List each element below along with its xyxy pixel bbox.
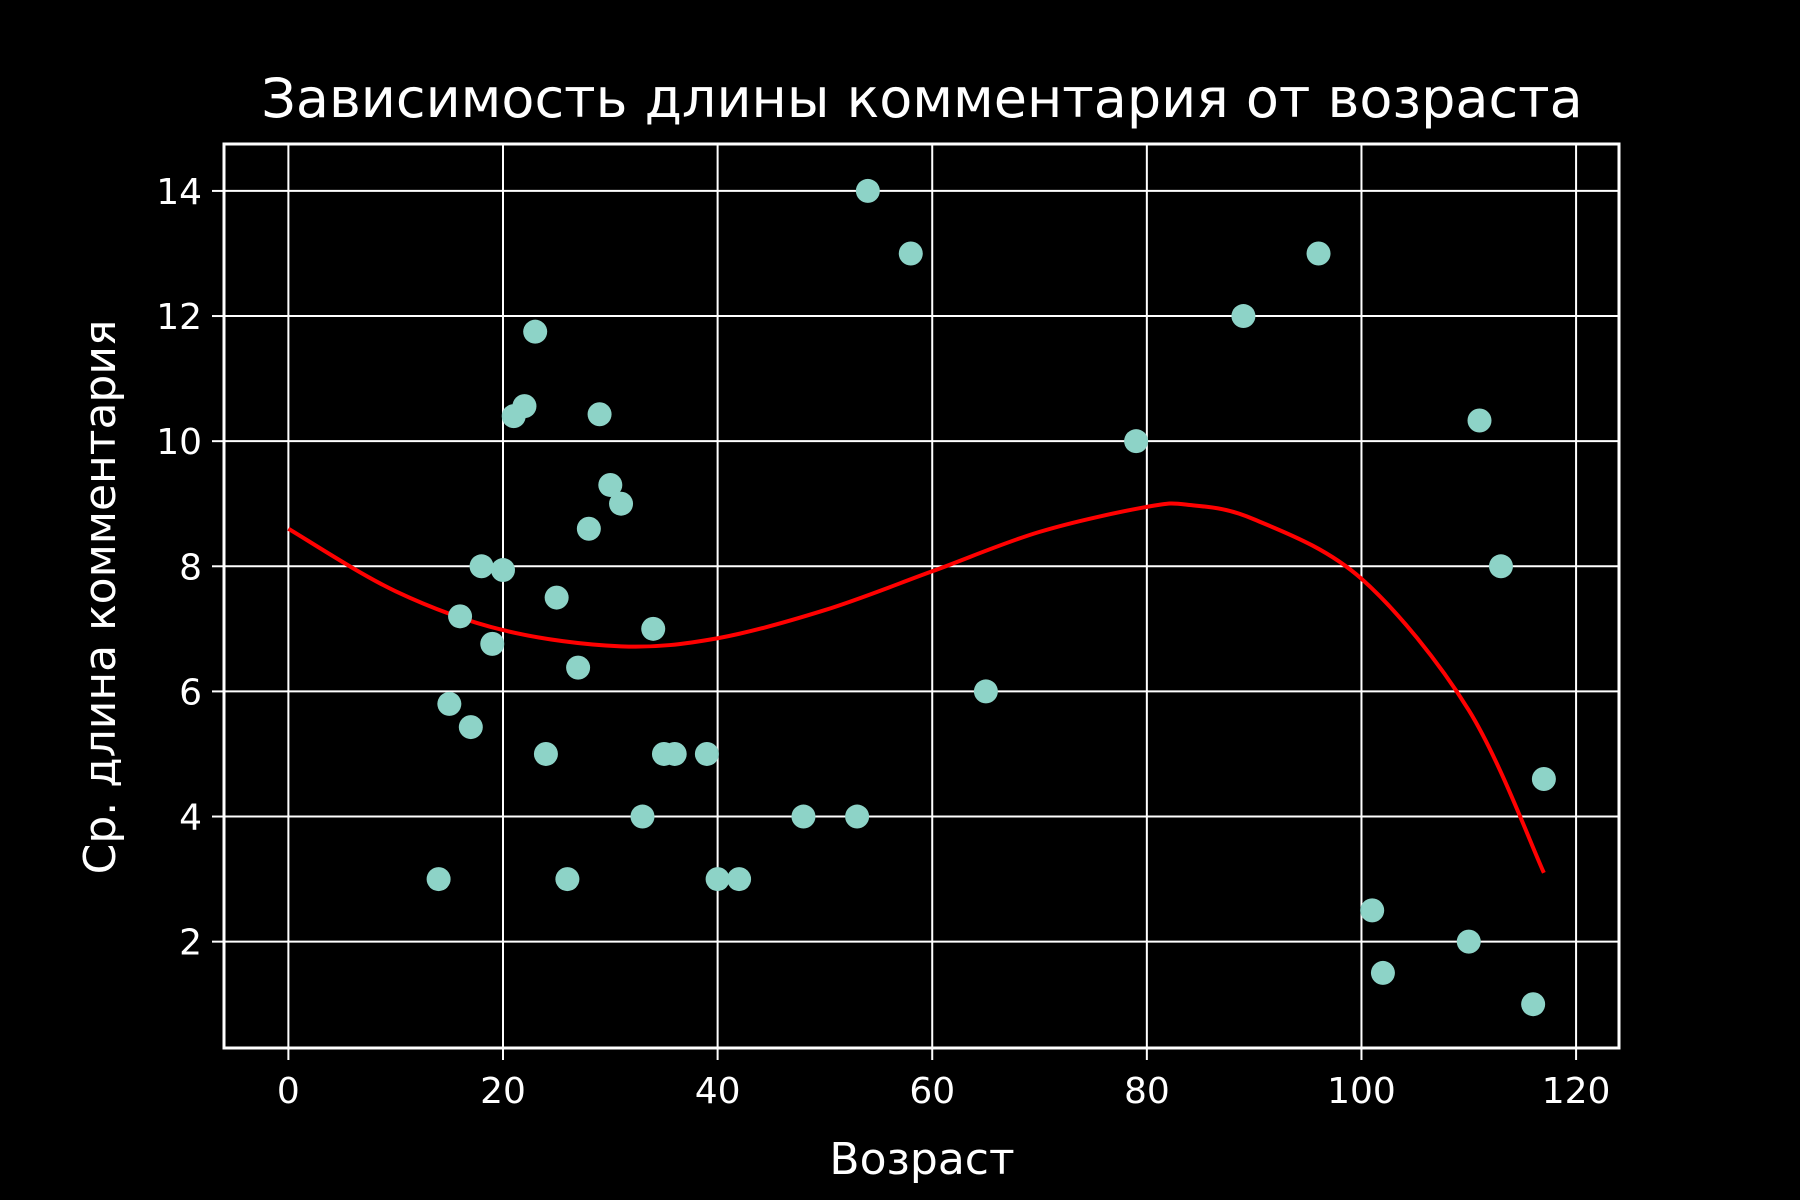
scatter-point bbox=[544, 585, 569, 610]
x-tick-label: 0 bbox=[277, 1071, 300, 1112]
scatter-point bbox=[630, 804, 655, 829]
scatter-point bbox=[705, 867, 730, 892]
scatter-point bbox=[1488, 554, 1513, 579]
scatter-point bbox=[555, 867, 580, 892]
scatter-point bbox=[727, 867, 752, 892]
scatter-point bbox=[523, 319, 548, 344]
scatter-point bbox=[1531, 766, 1556, 791]
y-tick-label: 10 bbox=[156, 422, 202, 463]
scatter-points bbox=[426, 178, 1556, 1017]
scatter-point bbox=[437, 691, 462, 716]
plot-area-frame bbox=[222, 142, 1621, 1050]
x-tick-label: 40 bbox=[695, 1071, 741, 1112]
x-tick-label: 80 bbox=[1124, 1071, 1170, 1112]
y-axis-label: Ср. длина комментария bbox=[75, 320, 126, 875]
scatter-point bbox=[1456, 929, 1481, 954]
scatter-point bbox=[609, 491, 634, 516]
scatter-point bbox=[855, 178, 880, 203]
scatter-point bbox=[566, 655, 591, 680]
y-tick-label: 6 bbox=[179, 672, 202, 713]
scatter-point bbox=[1231, 304, 1256, 329]
chart-title: Зависимость длины комментария от возраст… bbox=[261, 67, 1582, 130]
x-tick-label: 20 bbox=[480, 1071, 526, 1112]
scatter-point bbox=[469, 554, 494, 579]
scatter-point bbox=[448, 604, 473, 629]
scatter-point bbox=[694, 741, 719, 766]
scatter-point bbox=[1467, 408, 1492, 433]
grid-lines bbox=[224, 144, 1619, 1048]
scatter-point bbox=[598, 472, 623, 497]
scatter-point bbox=[898, 241, 923, 266]
y-tick-label: 14 bbox=[156, 172, 202, 213]
scatter-point bbox=[1124, 429, 1149, 454]
x-axis-label: Возраст bbox=[829, 1134, 1014, 1185]
scatter-point bbox=[587, 402, 612, 427]
scatter-point bbox=[1370, 960, 1395, 985]
scatter-point bbox=[641, 616, 666, 641]
axis-ticks: 0 20 40 60 80 100 120 2 4 6 8 10 12 14 bbox=[156, 172, 1610, 1112]
scatter-point bbox=[662, 741, 687, 766]
scatter-point bbox=[1360, 898, 1385, 923]
trend-line-group bbox=[287, 501, 1546, 874]
scatter-point bbox=[480, 631, 505, 656]
y-tick-label: 4 bbox=[179, 798, 202, 839]
x-tick-label: 60 bbox=[909, 1071, 955, 1112]
y-tick-label: 2 bbox=[179, 923, 202, 964]
scatter-point bbox=[791, 804, 816, 829]
x-tick-label: 120 bbox=[1542, 1071, 1611, 1112]
scatter-point bbox=[845, 804, 870, 829]
scatter-point bbox=[512, 394, 537, 419]
scatter-point bbox=[533, 741, 558, 766]
x-tick-label: 100 bbox=[1327, 1071, 1396, 1112]
scatter-point bbox=[458, 715, 483, 740]
y-tick-label: 12 bbox=[156, 297, 202, 338]
scatter-point bbox=[576, 516, 601, 541]
scatter-point bbox=[973, 679, 998, 704]
scatter-point bbox=[1521, 992, 1546, 1017]
scatter-point bbox=[491, 558, 515, 583]
scatter-point bbox=[426, 867, 451, 892]
scatter-point bbox=[1306, 241, 1331, 266]
y-tick-label: 8 bbox=[179, 547, 202, 588]
trend-line bbox=[287, 501, 1546, 874]
